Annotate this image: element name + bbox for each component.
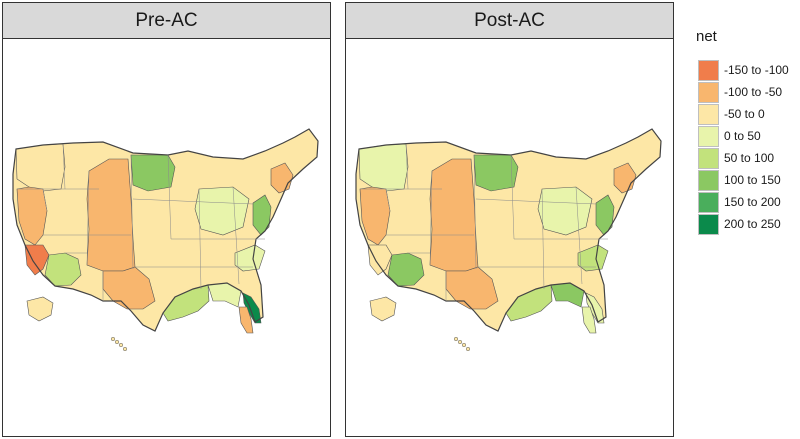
legend-label: -100 to -50 — [724, 85, 783, 99]
region-southwest-plains — [445, 266, 499, 310]
region-appalachia — [252, 194, 272, 236]
boundary-line — [62, 143, 66, 190]
us-outline — [355, 128, 662, 332]
region-hawaii-island — [110, 336, 116, 342]
panel-title: Post-AC — [345, 2, 674, 38]
us-outline — [12, 128, 319, 332]
legend-title: net — [696, 28, 717, 45]
region-alaska — [26, 296, 54, 322]
legend-swatch — [698, 59, 719, 81]
region-east-florida — [242, 292, 262, 324]
legend-item: -150 to -100 — [692, 59, 792, 81]
legend-item: 50 to 100 — [692, 147, 792, 169]
legend-item: 200 to 250 — [692, 213, 792, 235]
legend-label: -50 to 0 — [724, 107, 765, 121]
legend-swatch — [698, 103, 719, 125]
boundary-line — [385, 188, 391, 212]
boundary-line — [167, 154, 172, 240]
legend-swatch — [698, 147, 719, 169]
legend-item: 100 to 150 — [692, 169, 792, 191]
legend-item: -100 to -50 — [692, 81, 792, 103]
us-map — [12, 128, 319, 352]
legend: net -150 to -100 -100 to -50 -50 to 0 0 to … — [692, 28, 792, 235]
region-midwest — [194, 186, 250, 236]
legend-keys: -150 to -100 -100 to -50 -50 to 0 0 to 50 50… — [692, 59, 792, 235]
legend-swatch — [698, 81, 719, 103]
boundary-line — [132, 198, 254, 205]
panel-post-ac: Post-AC — [345, 2, 674, 437]
legend-item: 150 to 200 — [692, 191, 792, 213]
legend-label: 200 to 250 — [724, 217, 781, 231]
panel-pre-ac: Pre-AC — [2, 2, 331, 437]
region-hawaii-island — [118, 342, 124, 348]
region-arizona — [44, 252, 82, 287]
boundary-line — [473, 154, 477, 270]
legend-swatch — [698, 213, 719, 235]
legend-swatch — [698, 169, 719, 191]
legend-swatch — [698, 125, 719, 147]
region-west-florida — [581, 306, 597, 334]
region-hawaii-island — [453, 336, 459, 342]
us-map — [355, 128, 662, 352]
legend-item: -50 to 0 — [692, 103, 792, 125]
panel-title: Pre-AC — [2, 2, 331, 38]
boundary-line — [405, 143, 409, 190]
region-southern-california — [367, 244, 393, 276]
region-southern-california — [24, 244, 50, 276]
region-appalachia — [595, 194, 615, 236]
legend-label: 0 to 50 — [724, 129, 761, 143]
region-hawaii-island — [114, 339, 120, 345]
boundary-line — [86, 170, 90, 266]
map-area — [2, 38, 331, 437]
boundary-line — [429, 170, 433, 266]
legend-swatch — [698, 191, 719, 213]
region-midwest — [537, 186, 593, 236]
region-arizona — [387, 252, 425, 287]
region-hawaii-island — [461, 342, 467, 348]
legend-label: -150 to -100 — [724, 63, 789, 77]
boundary-line — [42, 188, 48, 212]
region-alaska — [369, 296, 397, 322]
legend-label: 100 to 150 — [724, 173, 781, 187]
boundary-line — [510, 154, 515, 240]
boundary-line — [475, 198, 597, 205]
region-great-plains-corridor — [429, 158, 479, 272]
map-area — [345, 38, 674, 437]
legend-item: 0 to 50 — [692, 125, 792, 147]
region-hawaii-island — [465, 346, 471, 352]
region-hawaii-island — [122, 346, 128, 352]
legend-label: 50 to 100 — [724, 151, 775, 165]
boundary-line — [130, 154, 134, 270]
region-east-florida — [585, 292, 605, 324]
region-hawaii-island — [457, 339, 463, 345]
region-west-florida — [238, 306, 254, 334]
region-great-plains-corridor — [86, 158, 136, 272]
legend-label: 150 to 200 — [724, 195, 781, 209]
region-southwest-plains — [102, 266, 156, 310]
